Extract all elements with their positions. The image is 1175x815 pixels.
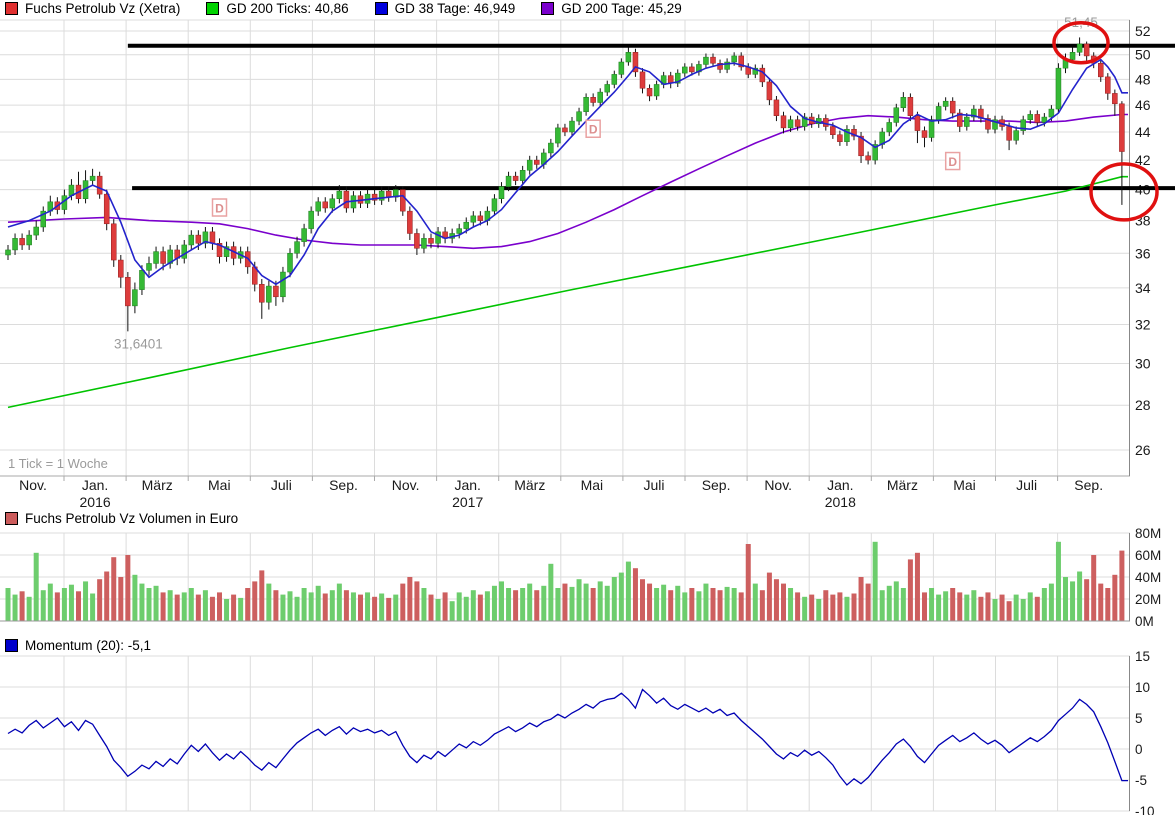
svg-text:36: 36	[1135, 245, 1151, 261]
svg-text:60M: 60M	[1135, 548, 1161, 563]
svg-text:30: 30	[1135, 356, 1151, 372]
svg-text:Nov.: Nov.	[19, 477, 47, 493]
svg-text:-5: -5	[1135, 773, 1147, 788]
svg-text:März: März	[887, 477, 918, 493]
support-resistance-lines	[127, 43, 1175, 191]
svg-text:20M: 20M	[1135, 592, 1161, 607]
svg-text:März: März	[514, 477, 545, 493]
svg-text:42: 42	[1135, 152, 1151, 168]
svg-text:Mai: Mai	[581, 477, 604, 493]
svg-text:46: 46	[1135, 97, 1151, 113]
svg-text:Mai: Mai	[953, 477, 976, 493]
svg-text:Jan.: Jan.	[827, 477, 853, 493]
legend-item-gd200tage: GD 200 Tage: 45,29	[541, 1, 682, 16]
svg-text:Nov.: Nov.	[764, 477, 792, 493]
legend-label: GD 38 Tage: 46,949	[394, 1, 516, 16]
gd200tage-swatch	[541, 2, 555, 15]
svg-text:2018: 2018	[825, 494, 856, 510]
svg-text:D: D	[589, 123, 598, 137]
highlight-circles	[1052, 20, 1159, 222]
candlesticks	[5, 37, 1125, 332]
legend-item-price: Fuchs Petrolub Vz (Xetra)	[5, 1, 180, 16]
legend-label: Momentum (20): -5,1	[25, 638, 152, 653]
legend-item-momentum: Momentum (20): -5,1	[5, 638, 151, 653]
main-chart-legend: Fuchs Petrolub Vz (Xetra) GD 200 Ticks: …	[5, 1, 682, 16]
svg-text:48: 48	[1135, 71, 1151, 87]
svg-text:März: März	[142, 477, 173, 493]
legend-label: GD 200 Ticks: 40,86	[226, 1, 349, 16]
volume-series-swatch	[5, 512, 18, 525]
svg-text:32: 32	[1135, 316, 1151, 332]
svg-text:26: 26	[1135, 442, 1151, 458]
svg-text:34: 34	[1135, 280, 1151, 296]
svg-text:2017: 2017	[452, 494, 483, 510]
ma-lines-under	[7, 113, 1128, 409]
svg-text:5: 5	[1135, 711, 1143, 726]
legend-label: GD 200 Tage: 45,29	[561, 1, 682, 16]
svg-text:50: 50	[1135, 47, 1151, 63]
momentum-series-swatch	[5, 639, 18, 652]
ma-line-gd38	[7, 58, 1128, 286]
svg-text:-10: -10	[1135, 804, 1155, 815]
svg-text:31,6401: 31,6401	[114, 337, 163, 352]
dividend-markers: D D D	[211, 119, 961, 217]
tick-interval-note: 1 Tick = 1 Woche	[8, 456, 108, 471]
legend-item-gd200ticks: GD 200 Ticks: 40,86	[206, 1, 349, 16]
gridlines	[0, 19, 1130, 812]
volume-bars	[0, 541, 1130, 622]
gd200ticks-swatch	[206, 2, 220, 15]
svg-text:Juli: Juli	[643, 477, 664, 493]
svg-text:0: 0	[1135, 742, 1143, 757]
svg-text:D: D	[215, 202, 224, 216]
legend-label: Fuchs Petrolub Vz Volumen in Euro	[25, 511, 239, 526]
svg-text:Jan.: Jan.	[82, 477, 108, 493]
svg-text:28: 28	[1135, 397, 1151, 413]
svg-text:Juli: Juli	[271, 477, 292, 493]
svg-text:44: 44	[1135, 124, 1151, 140]
svg-text:Sep.: Sep.	[329, 477, 358, 493]
legend-item-gd38tage: GD 38 Tage: 46,949	[374, 1, 516, 16]
axis-labels: 525048464442403836343230282680M60M40M20M…	[0, 20, 1161, 815]
svg-text:0M: 0M	[1135, 614, 1154, 629]
svg-text:2016: 2016	[80, 494, 111, 510]
svg-text:Sep.: Sep.	[1074, 477, 1103, 493]
svg-text:Mai: Mai	[208, 477, 231, 493]
svg-text:Juli: Juli	[1016, 477, 1037, 493]
svg-text:40M: 40M	[1135, 570, 1161, 585]
svg-text:15: 15	[1135, 649, 1150, 664]
svg-text:Nov.: Nov.	[392, 477, 420, 493]
svg-text:D: D	[948, 155, 957, 169]
momentum-chart-legend: Momentum (20): -5,1	[5, 638, 151, 653]
legend-label: Fuchs Petrolub Vz (Xetra)	[25, 1, 181, 16]
price-series-swatch	[5, 2, 18, 15]
momentum-line	[7, 688, 1128, 786]
svg-text:Jan.: Jan.	[454, 477, 480, 493]
legend-item-volume: Fuchs Petrolub Vz Volumen in Euro	[5, 511, 238, 526]
svg-text:10: 10	[1135, 680, 1150, 695]
svg-text:Sep.: Sep.	[702, 477, 731, 493]
gd38tage-swatch	[374, 2, 388, 15]
svg-text:52: 52	[1135, 23, 1151, 39]
volume-chart-legend: Fuchs Petrolub Vz Volumen in Euro	[5, 511, 238, 526]
svg-text:80M: 80M	[1135, 526, 1161, 541]
